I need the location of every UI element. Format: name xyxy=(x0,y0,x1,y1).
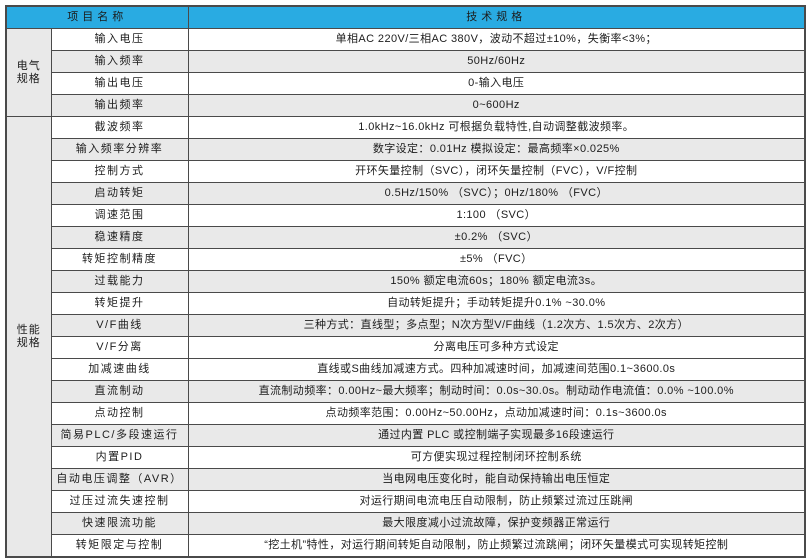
row-label: 输出频率 xyxy=(50,94,189,117)
header-row: 项目名称 技术规格 xyxy=(5,5,806,29)
row-label: 输入电压 xyxy=(50,28,189,51)
row-label: 转矩提升 xyxy=(50,292,189,315)
table-row: 过载能力 150% 额定电流60s；180% 额定电流3s。 xyxy=(6,270,806,293)
row-label: 控制方式 xyxy=(50,160,189,183)
row-value: 0-输入电压 xyxy=(187,72,806,95)
row-label: 调速范围 xyxy=(50,204,189,227)
row-value: 单相AC 220V/三相AC 380V，波动不超过±10%，失衡率<3%； xyxy=(187,28,806,51)
table-row: 输入频率分辨率 数字设定：0.01Hz 模拟设定：最高频率×0.025% xyxy=(6,138,806,161)
row-value: 点动频率范围：0.00Hz~50.00Hz，点动加减速时间：0.1s~3600.… xyxy=(187,402,806,425)
spec-table-body: 电气 规格 输入电压 单相AC 220V/三相AC 380V，波动不超过±10%，失… xyxy=(5,28,806,558)
row-label: 转矩控制精度 xyxy=(50,248,189,271)
spec-table-header: 项目名称 技术规格 xyxy=(5,5,806,29)
row-label: 自动电压调整（AVR） xyxy=(50,468,189,491)
row-value: 1.0kHz~16.0kHz 可根据负载特性,自动调整截波频率。 xyxy=(187,116,806,139)
table-row: 控制方式 开环矢量控制（SVC），闭环矢量控制（FVC），V/F控制 xyxy=(6,160,806,183)
row-label: 稳速精度 xyxy=(50,226,189,249)
row-label: 加减速曲线 xyxy=(50,358,189,381)
row-value: 三种方式：直线型；多点型；N次方型V/F曲线（1.2次方、1.5次方、2次方） xyxy=(187,314,806,337)
row-value: 150% 额定电流60s；180% 额定电流3s。 xyxy=(187,270,806,293)
row-label: 快速限流功能 xyxy=(50,512,189,535)
row-value: 直流制动频率：0.00Hz~最大频率；制动时间：0.0s~30.0s。制动动作电… xyxy=(187,380,806,403)
row-label: V/F曲线 xyxy=(50,314,189,337)
row-label: 截波频率 xyxy=(50,116,189,139)
row-value: ±5% （FVC） xyxy=(187,248,806,271)
row-value: 1:100 （SVC） xyxy=(187,204,806,227)
table-row: 稳速精度 ±0.2% （SVC） xyxy=(6,226,806,249)
row-value: 可方便实现过程控制闭环控制系统 xyxy=(187,446,806,469)
row-value: 数字设定：0.01Hz 模拟设定：最高频率×0.025% xyxy=(187,138,806,161)
row-label: V/F分离 xyxy=(50,336,189,359)
table-row: 输入频率 50Hz/60Hz xyxy=(6,50,806,73)
row-value: 最大限度减小过流故障，保护变频器正常运行 xyxy=(187,512,806,535)
table-row: 性能 规格 截波频率 1.0kHz~16.0kHz 可根据负载特性,自动调整截波频率… xyxy=(5,116,806,558)
table-row: 转矩控制精度 ±5% （FVC） xyxy=(6,248,806,271)
row-label: 简易PLC/多段速运行 xyxy=(50,424,189,447)
table-row: 过压过流失速控制 对运行期间电流电压自动限制，防止频繁过流过压跳闸 xyxy=(6,490,806,513)
row-label: 输入频率分辨率 xyxy=(50,138,189,161)
row-value: “挖土机”特性，对运行期间转矩自动限制，防止频繁过流跳闸；闭环矢量模式可实现转矩… xyxy=(187,534,806,558)
row-label: 直流制动 xyxy=(50,380,189,403)
table-row: 自动电压调整（AVR） 当电网电压变化时，能自动保持输出电压恒定 xyxy=(6,468,806,491)
row-value: ±0.2% （SVC） xyxy=(187,226,806,249)
table-row: V/F分离 分离电压可多种方式设定 xyxy=(6,336,806,359)
row-value: 对运行期间电流电压自动限制，防止频繁过流过压跳闸 xyxy=(187,490,806,513)
group-cell-performance: 性能 规格 xyxy=(5,116,52,558)
spec-table: 项目名称 技术规格 电气 规格 输入电压 单相AC 220V/三相AC 380V，波… xyxy=(5,5,806,558)
row-label: 输入频率 xyxy=(50,50,189,73)
header-item-name: 项目名称 xyxy=(5,5,189,29)
group-cell-electrical: 电气 规格 xyxy=(5,28,52,117)
row-label: 内置PID xyxy=(50,446,189,469)
table-row: 简易PLC/多段速运行 通过内置 PLC 或控制端子实现最多16段速运行 xyxy=(6,424,806,447)
table-row: 输出频率 0~600Hz xyxy=(6,94,806,117)
row-value: 分离电压可多种方式设定 xyxy=(187,336,806,359)
row-label: 过压过流失速控制 xyxy=(50,490,189,513)
table-row: 输出电压 0-输入电压 xyxy=(6,72,806,95)
table-row: 直流制动 直流制动频率：0.00Hz~最大频率；制动时间：0.0s~30.0s。制… xyxy=(6,380,806,403)
table-row: 快速限流功能 最大限度减小过流故障，保护变频器正常运行 xyxy=(6,512,806,535)
row-label: 过载能力 xyxy=(50,270,189,293)
table-row: V/F曲线 三种方式：直线型；多点型；N次方型V/F曲线（1.2次方、1.5次方、… xyxy=(6,314,806,337)
row-value: 0.5Hz/150% （SVC）；0Hz/180% （FVC） xyxy=(187,182,806,205)
table-row: 点动控制 点动频率范围：0.00Hz~50.00Hz，点动加减速时间：0.1s~3… xyxy=(6,402,806,425)
row-value: 自动转矩提升；手动转矩提升0.1% ~30.0% xyxy=(187,292,806,315)
row-label: 点动控制 xyxy=(50,402,189,425)
table-row: 内置PID 可方便实现过程控制闭环控制系统 xyxy=(6,446,806,469)
row-value: 直线或S曲线加减速方式。四种加减速时间，加减速间范围0.1~3600.0s xyxy=(187,358,806,381)
table-row: 加减速曲线 直线或S曲线加减速方式。四种加减速时间，加减速间范围0.1~3600.… xyxy=(6,358,806,381)
table-row: 转矩限定与控制 “挖土机”特性，对运行期间转矩自动限制，防止频繁过流跳闸；闭环矢量… xyxy=(6,534,806,558)
row-value: 通过内置 PLC 或控制端子实现最多16段速运行 xyxy=(187,424,806,447)
row-value: 50Hz/60Hz xyxy=(187,50,806,73)
table-row: 电气 规格 输入电压 单相AC 220V/三相AC 380V，波动不超过±10%，失… xyxy=(5,28,806,117)
row-label: 转矩限定与控制 xyxy=(50,534,189,558)
row-value: 0~600Hz xyxy=(187,94,806,117)
table-row: 转矩提升 自动转矩提升；手动转矩提升0.1% ~30.0% xyxy=(6,292,806,315)
row-label: 输出电压 xyxy=(50,72,189,95)
row-label: 启动转矩 xyxy=(50,182,189,205)
header-tech-spec: 技术规格 xyxy=(187,5,806,29)
table-row: 调速范围 1:100 （SVC） xyxy=(6,204,806,227)
table-row: 启动转矩 0.5Hz/150% （SVC）；0Hz/180% （FVC） xyxy=(6,182,806,205)
row-value: 当电网电压变化时，能自动保持输出电压恒定 xyxy=(187,468,806,491)
row-value: 开环矢量控制（SVC），闭环矢量控制（FVC），V/F控制 xyxy=(187,160,806,183)
